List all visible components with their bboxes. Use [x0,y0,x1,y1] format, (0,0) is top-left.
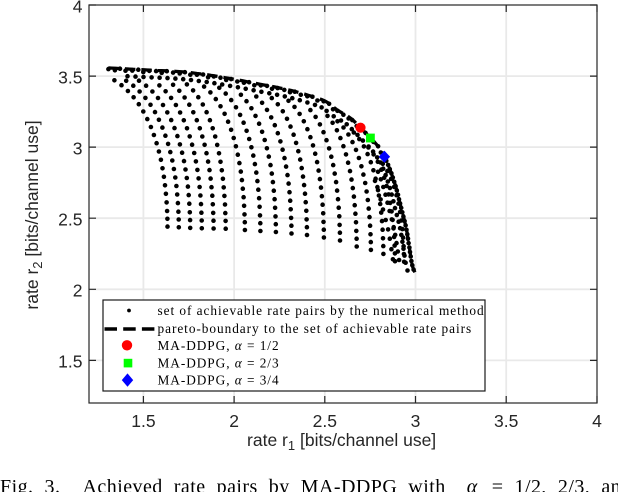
svg-text:3: 3 [73,138,83,158]
svg-text:3.5: 3.5 [58,67,82,87]
svg-text:MA-DDPG, α = 3/4: MA-DDPG, α = 3/4 [158,373,280,388]
svg-text:3.5: 3.5 [494,411,518,431]
svg-text:4: 4 [73,0,83,16]
svg-text:MA-DDPG, α = 2/3: MA-DDPG, α = 2/3 [158,356,280,371]
svg-text:set of achievable rate pairs b: set of achievable rate pairs by the nume… [158,303,485,318]
svg-text:1.5: 1.5 [58,352,82,372]
svg-text:2.5: 2.5 [58,210,82,230]
svg-text:rate r2 [bits/channel use]: rate r2 [bits/channel use] [22,120,45,309]
svg-text:1.5: 1.5 [131,411,155,431]
svg-text:MA-DDPG, α = 1/2: MA-DDPG, α = 1/2 [158,338,280,353]
svg-text:2: 2 [73,281,83,301]
svg-text:rate r1 [bits/channel use]: rate r1 [bits/channel use] [247,430,436,453]
svg-text:2.5: 2.5 [313,411,337,431]
svg-text:3: 3 [411,411,421,431]
svg-text:pareto-boundary to the set of: pareto-boundary to the set of achievable… [158,321,473,336]
svg-text:4: 4 [592,411,602,431]
svg-text:2: 2 [229,411,239,431]
